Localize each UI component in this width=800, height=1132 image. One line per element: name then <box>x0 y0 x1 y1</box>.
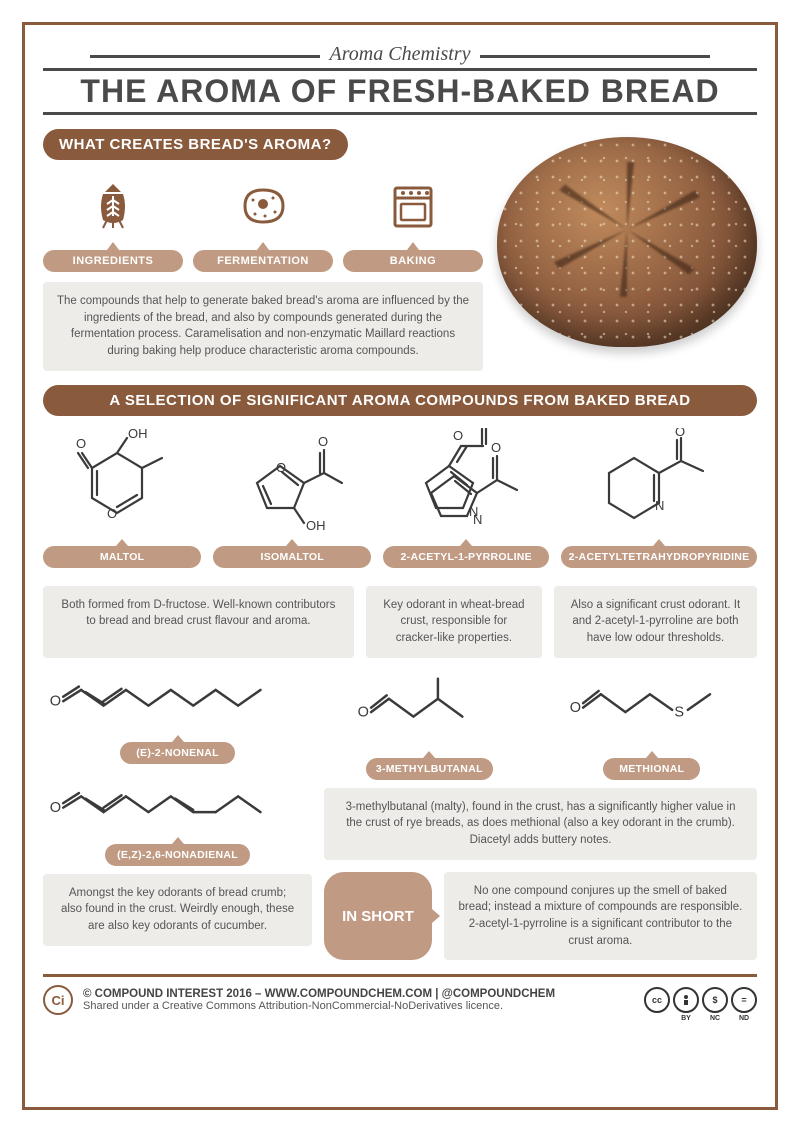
in-short-label: IN SHORT <box>324 872 432 961</box>
footer: Ci © COMPOUND INTEREST 2016 – WWW.COMPOU… <box>43 974 757 1015</box>
pyridine-label: 2-ACETYLTETRAHYDROPYRIDINE <box>561 546 757 568</box>
nonadienal-label: (E,Z)-2,6-NONADIENAL <box>105 844 250 866</box>
in-short-text: No one compound conjures up the smell of… <box>444 872 757 961</box>
footer-license: Shared under a Creative Commons Attribut… <box>83 1000 634 1012</box>
nonenal-label: (E)-2-NONENAL <box>120 742 235 764</box>
methylbutanal-desc: 3-methylbutanal (malty), found in the cr… <box>324 788 757 860</box>
section1-heading: WHAT CREATES BREAD'S AROMA? <box>43 129 348 160</box>
ci-logo-icon: Ci <box>43 985 73 1015</box>
cc-nc-icon: $ <box>702 987 728 1013</box>
header: Aroma Chemistry THE AROMA OF FRESH-BAKED… <box>43 43 757 115</box>
pyrroline-structure-overlay <box>158 221 775 743</box>
methylbutanal-label: 3-METHYLBUTANAL <box>366 758 493 780</box>
footer-copyright: © COMPOUND INTEREST 2016 – WWW.COMPOUNDC… <box>83 988 634 1000</box>
page-frame: Aroma Chemistry THE AROMA OF FRESH-BAKED… <box>22 22 778 1110</box>
kicker: Aroma Chemistry <box>320 43 481 66</box>
cc-badges: cc $ = <box>644 987 757 1013</box>
pyrroline-col: N O O N O 2-ACETYL-1-PYRROLINE <box>383 428 549 568</box>
svg-text:O: O <box>107 506 117 521</box>
svg-text:OH: OH <box>128 428 148 441</box>
main-title: THE AROMA OF FRESH-BAKED BREAD <box>43 68 757 115</box>
pyrroline-label: 2-ACETYL-1-PYRROLINE <box>383 546 549 568</box>
cc-nd-icon: = <box>731 987 757 1013</box>
svg-text:O: O <box>50 694 61 710</box>
cc-icon: cc <box>644 987 670 1013</box>
cc-by-icon <box>673 987 699 1013</box>
svg-text:O: O <box>50 800 61 816</box>
svg-text:O: O <box>76 436 86 451</box>
methional-label: METHIONAL <box>603 758 700 780</box>
nonenal-desc: Amongst the key odorants of bread crumb;… <box>43 874 312 946</box>
nonadienal-structure: O <box>43 774 312 836</box>
ingredients-icon <box>83 176 143 236</box>
